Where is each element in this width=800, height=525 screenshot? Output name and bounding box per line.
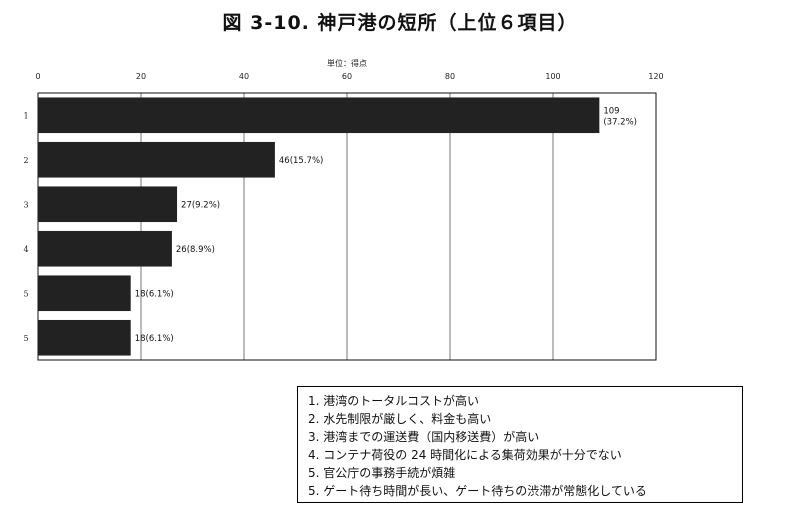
data-label: 18(6.1%) <box>135 334 174 344</box>
x-tick-label: 100 <box>545 72 560 81</box>
category-label: 1 <box>23 111 28 120</box>
bar <box>38 141 275 178</box>
x-tick-label: 60 <box>342 72 352 81</box>
x-tick-label: 0 <box>35 72 40 81</box>
x-tick-label: 20 <box>136 72 146 81</box>
plot-frame <box>37 92 657 361</box>
legend-item: 2. 水先制限が厳しく、料金も高い <box>308 412 492 426</box>
category-label: 5 <box>23 334 28 343</box>
category-label: 5 <box>23 289 28 298</box>
data-label: 109 (37.2%) <box>603 106 637 127</box>
bar <box>38 230 172 267</box>
chart-title: 図 3-10. 神戸港の短所（上位６項目） <box>222 12 578 34</box>
bar-chart: 単位：得点 0 20 40 60 80 100 120 1 109 (37.2%) 2 46(15.7%… <box>23 58 664 361</box>
category-label: 4 <box>23 245 28 254</box>
legend-item: 3. 港湾までの運送費（国内移送費）が高い <box>308 430 540 444</box>
legend-item: 5. 官公庁の事務手続が煩雑 <box>308 466 456 480</box>
data-label: 18(6.1%) <box>135 289 174 299</box>
data-label: 26(8.9%) <box>176 245 215 255</box>
x-tick-label: 40 <box>239 72 249 81</box>
unit-label: 単位：得点 <box>327 58 367 68</box>
data-label: 46(15.7%) <box>279 156 323 166</box>
bar <box>38 319 131 356</box>
legend-item: 4. コンテナ荷役の 24 時間化による集荷効果が十分でない <box>308 448 622 462</box>
x-tick-label: 120 <box>648 72 663 81</box>
legend-item: 5. ゲート待ち時間が長い、ゲート待ちの渋滞が常態化している <box>308 484 647 498</box>
bar <box>38 275 131 312</box>
data-label: 27(9.2%) <box>181 200 220 210</box>
category-legend: 1. 港湾のトータルコストが高い 2. 水先制限が厳しく、料金も高い 3. 港湾… <box>297 386 743 503</box>
category-label: 2 <box>23 156 28 165</box>
legend-item: 1. 港湾のトータルコストが高い <box>308 394 480 408</box>
bar <box>38 186 178 223</box>
x-tick-label: 80 <box>445 72 455 81</box>
bar <box>38 97 600 134</box>
category-label: 3 <box>23 200 28 209</box>
